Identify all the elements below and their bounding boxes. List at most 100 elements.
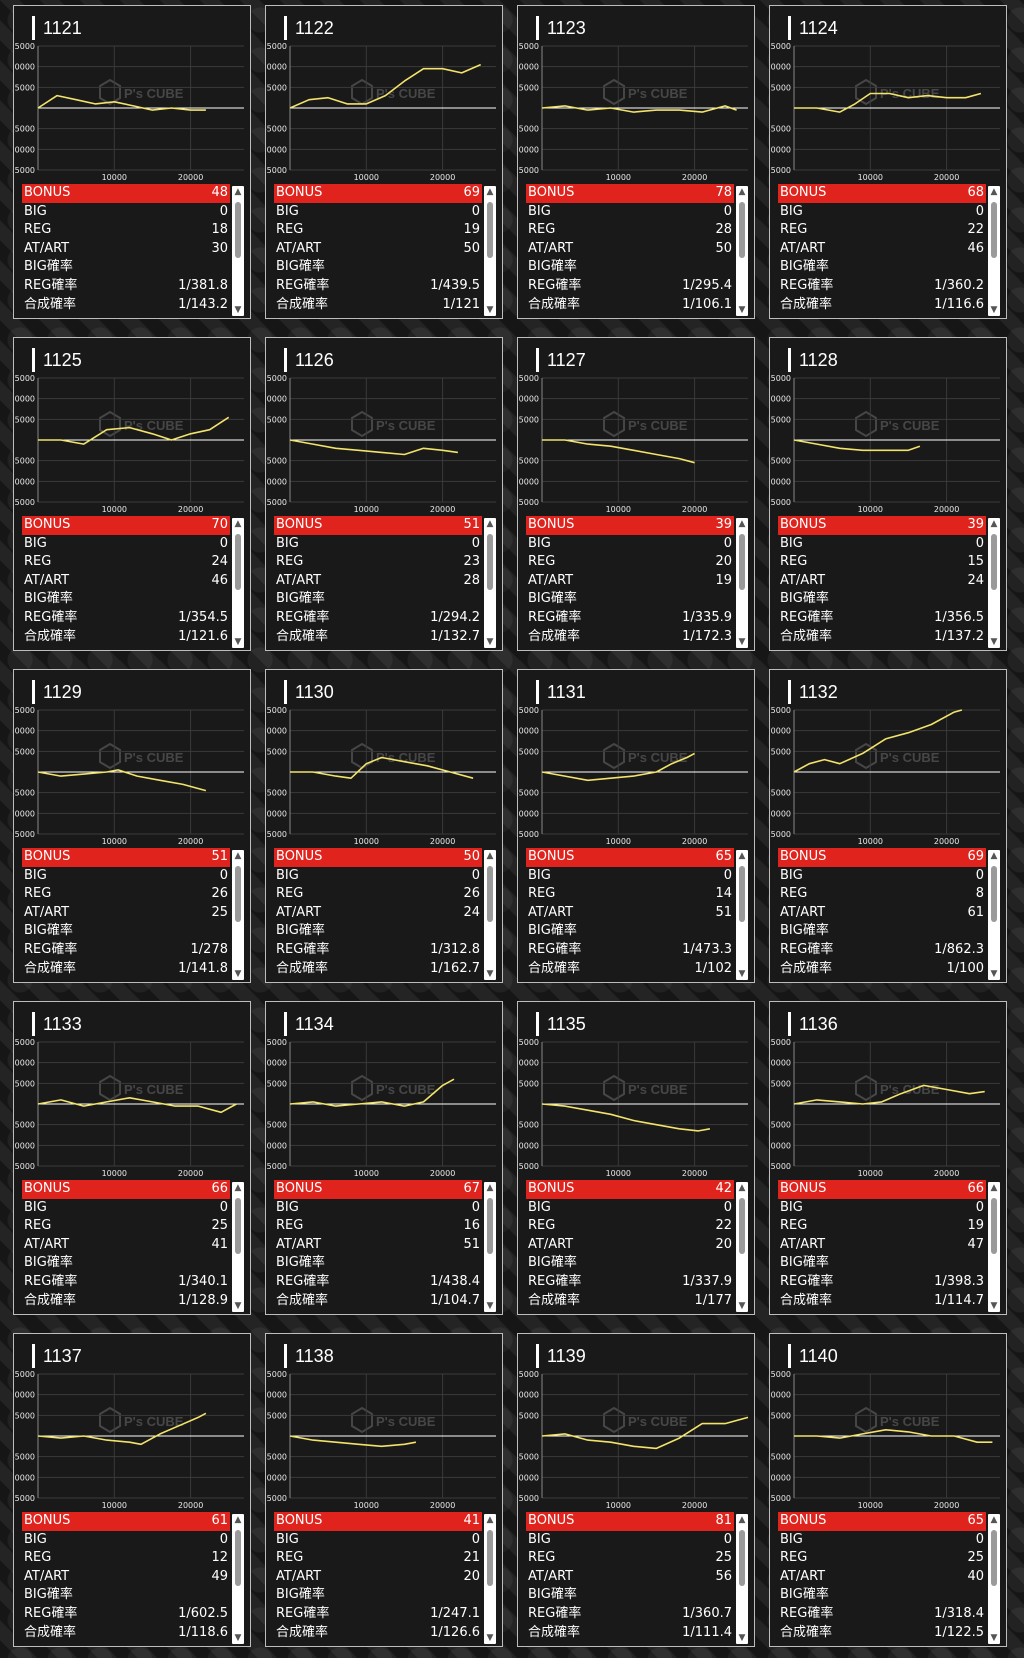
scrollbar[interactable]: ▲ ▼ <box>232 1182 244 1312</box>
scrollbar-thumb[interactable] <box>991 534 997 590</box>
scrollbar-thumb[interactable] <box>739 1530 745 1586</box>
scrollbar[interactable]: ▲ ▼ <box>988 186 1000 316</box>
scroll-up-arrow-icon[interactable]: ▲ <box>990 519 998 529</box>
machine-card[interactable]: 1133 P's CUBE 15000 10000 5000 -5000 -10000 -15… <box>13 1001 251 1315</box>
scroll-down-arrow-icon[interactable]: ▼ <box>234 1301 242 1311</box>
scrollbar[interactable]: ▲ ▼ <box>736 1182 748 1312</box>
scrollbar-thumb[interactable] <box>235 1530 241 1586</box>
scrollbar[interactable]: ▲ ▼ <box>736 850 748 980</box>
machine-card[interactable]: 1122 P's CUBE 15000 10000 5000 -5000 -10000 -15… <box>265 5 503 319</box>
scroll-up-arrow-icon[interactable]: ▲ <box>738 1183 746 1193</box>
scroll-down-arrow-icon[interactable]: ▼ <box>234 637 242 647</box>
scroll-down-arrow-icon[interactable]: ▼ <box>738 305 746 315</box>
scrollbar[interactable]: ▲ ▼ <box>484 186 496 316</box>
machine-card[interactable]: 1131 P's CUBE 15000 10000 5000 -5000 -10000 -15… <box>517 669 755 983</box>
scrollbar[interactable]: ▲ ▼ <box>232 186 244 316</box>
scrollbar-thumb[interactable] <box>991 1198 997 1254</box>
scroll-down-arrow-icon[interactable]: ▼ <box>738 969 746 979</box>
scroll-down-arrow-icon[interactable]: ▼ <box>234 969 242 979</box>
scroll-up-arrow-icon[interactable]: ▲ <box>990 1515 998 1525</box>
machine-card[interactable]: 1125 P's CUBE 15000 10000 5000 -5000 -10000 -15… <box>13 337 251 651</box>
scroll-up-arrow-icon[interactable]: ▲ <box>234 1515 242 1525</box>
scroll-down-arrow-icon[interactable]: ▼ <box>990 969 998 979</box>
scroll-up-arrow-icon[interactable]: ▲ <box>234 187 242 197</box>
scrollbar[interactable]: ▲ ▼ <box>736 518 748 648</box>
scrollbar-thumb[interactable] <box>739 202 745 258</box>
scrollbar[interactable]: ▲ ▼ <box>232 850 244 980</box>
scroll-up-arrow-icon[interactable]: ▲ <box>738 851 746 861</box>
scrollbar[interactable]: ▲ ▼ <box>232 1514 244 1644</box>
scrollbar-thumb[interactable] <box>487 866 493 922</box>
machine-card[interactable]: 1135 P's CUBE 15000 10000 5000 -5000 -10000 -15… <box>517 1001 755 1315</box>
machine-card[interactable]: 1134 P's CUBE 15000 10000 5000 -5000 -10000 -15… <box>265 1001 503 1315</box>
scrollbar[interactable]: ▲ ▼ <box>484 1182 496 1312</box>
scrollbar[interactable]: ▲ ▼ <box>484 1514 496 1644</box>
scrollbar-thumb[interactable] <box>991 1530 997 1586</box>
scroll-up-arrow-icon[interactable]: ▲ <box>738 1515 746 1525</box>
scrollbar-thumb[interactable] <box>487 1530 493 1586</box>
machine-card[interactable]: 1137 P's CUBE 15000 10000 5000 -5000 -10000 -15… <box>13 1333 251 1647</box>
scroll-up-arrow-icon[interactable]: ▲ <box>234 851 242 861</box>
scroll-down-arrow-icon[interactable]: ▼ <box>486 969 494 979</box>
scroll-up-arrow-icon[interactable]: ▲ <box>738 519 746 529</box>
scroll-down-arrow-icon[interactable]: ▼ <box>486 637 494 647</box>
scrollbar-thumb[interactable] <box>991 866 997 922</box>
scroll-up-arrow-icon[interactable]: ▲ <box>486 519 494 529</box>
scroll-up-arrow-icon[interactable]: ▲ <box>486 1183 494 1193</box>
machine-card[interactable]: 1124 P's CUBE 15000 10000 5000 -5000 -10000 -15… <box>769 5 1007 319</box>
scroll-up-arrow-icon[interactable]: ▲ <box>990 851 998 861</box>
scrollbar-thumb[interactable] <box>487 202 493 258</box>
scrollbar-thumb[interactable] <box>235 1198 241 1254</box>
scroll-up-arrow-icon[interactable]: ▲ <box>738 187 746 197</box>
scroll-up-arrow-icon[interactable]: ▲ <box>990 187 998 197</box>
scrollbar-thumb[interactable] <box>739 1198 745 1254</box>
machine-card[interactable]: 1126 P's CUBE 15000 10000 5000 -5000 -10000 -15… <box>265 337 503 651</box>
scroll-down-arrow-icon[interactable]: ▼ <box>234 1633 242 1643</box>
scroll-up-arrow-icon[interactable]: ▲ <box>234 519 242 529</box>
scroll-up-arrow-icon[interactable]: ▲ <box>486 187 494 197</box>
scrollbar[interactable]: ▲ ▼ <box>988 1514 1000 1644</box>
machine-card[interactable]: 1136 P's CUBE 15000 10000 5000 -5000 -10000 -15… <box>769 1001 1007 1315</box>
machine-card[interactable]: 1140 P's CUBE 15000 10000 5000 -5000 -10000 -15… <box>769 1333 1007 1647</box>
scroll-down-arrow-icon[interactable]: ▼ <box>990 305 998 315</box>
scroll-down-arrow-icon[interactable]: ▼ <box>486 1301 494 1311</box>
scroll-down-arrow-icon[interactable]: ▼ <box>990 637 998 647</box>
machine-card[interactable]: 1128 P's CUBE 15000 10000 5000 -5000 -10000 -15… <box>769 337 1007 651</box>
scrollbar[interactable]: ▲ ▼ <box>484 518 496 648</box>
scrollbar[interactable]: ▲ ▼ <box>988 1182 1000 1312</box>
scrollbar[interactable]: ▲ ▼ <box>988 518 1000 648</box>
scroll-down-arrow-icon[interactable]: ▼ <box>486 1633 494 1643</box>
machine-card[interactable]: 1121 P's CUBE 15000 10000 5000 -5000 -10000 -15… <box>13 5 251 319</box>
scroll-up-arrow-icon[interactable]: ▲ <box>486 1515 494 1525</box>
machine-card[interactable]: 1138 P's CUBE 15000 10000 5000 -5000 -10000 -15… <box>265 1333 503 1647</box>
scrollbar[interactable]: ▲ ▼ <box>484 850 496 980</box>
machine-card[interactable]: 1139 P's CUBE 15000 10000 5000 -5000 -10000 -15… <box>517 1333 755 1647</box>
machine-card[interactable]: 1130 P's CUBE 15000 10000 5000 -5000 -10000 -15… <box>265 669 503 983</box>
machine-card[interactable]: 1127 P's CUBE 15000 10000 5000 -5000 -10000 -15… <box>517 337 755 651</box>
scroll-down-arrow-icon[interactable]: ▼ <box>990 1633 998 1643</box>
scroll-down-arrow-icon[interactable]: ▼ <box>738 637 746 647</box>
scrollbar-thumb[interactable] <box>739 534 745 590</box>
machine-card[interactable]: 1129 P's CUBE 15000 10000 5000 -5000 -10000 -15… <box>13 669 251 983</box>
scroll-down-arrow-icon[interactable]: ▼ <box>738 1301 746 1311</box>
machine-card[interactable]: 1123 P's CUBE 15000 10000 5000 -5000 -10000 -15… <box>517 5 755 319</box>
scrollbar[interactable]: ▲ ▼ <box>736 186 748 316</box>
scroll-down-arrow-icon[interactable]: ▼ <box>486 305 494 315</box>
scrollbar-thumb[interactable] <box>991 202 997 258</box>
scrollbar[interactable]: ▲ ▼ <box>736 1514 748 1644</box>
scrollbar[interactable]: ▲ ▼ <box>988 850 1000 980</box>
scroll-up-arrow-icon[interactable]: ▲ <box>234 1183 242 1193</box>
scrollbar-thumb[interactable] <box>487 534 493 590</box>
scroll-down-arrow-icon[interactable]: ▼ <box>990 1301 998 1311</box>
scrollbar-thumb[interactable] <box>235 866 241 922</box>
scroll-up-arrow-icon[interactable]: ▲ <box>990 1183 998 1193</box>
scrollbar-thumb[interactable] <box>487 1198 493 1254</box>
scroll-up-arrow-icon[interactable]: ▲ <box>486 851 494 861</box>
scrollbar[interactable]: ▲ ▼ <box>232 518 244 648</box>
scroll-down-arrow-icon[interactable]: ▼ <box>234 305 242 315</box>
scrollbar-thumb[interactable] <box>739 866 745 922</box>
machine-card[interactable]: 1132 P's CUBE 15000 10000 5000 -5000 -10000 -15… <box>769 669 1007 983</box>
scrollbar-thumb[interactable] <box>235 202 241 258</box>
scroll-down-arrow-icon[interactable]: ▼ <box>738 1633 746 1643</box>
scrollbar-thumb[interactable] <box>235 534 241 590</box>
